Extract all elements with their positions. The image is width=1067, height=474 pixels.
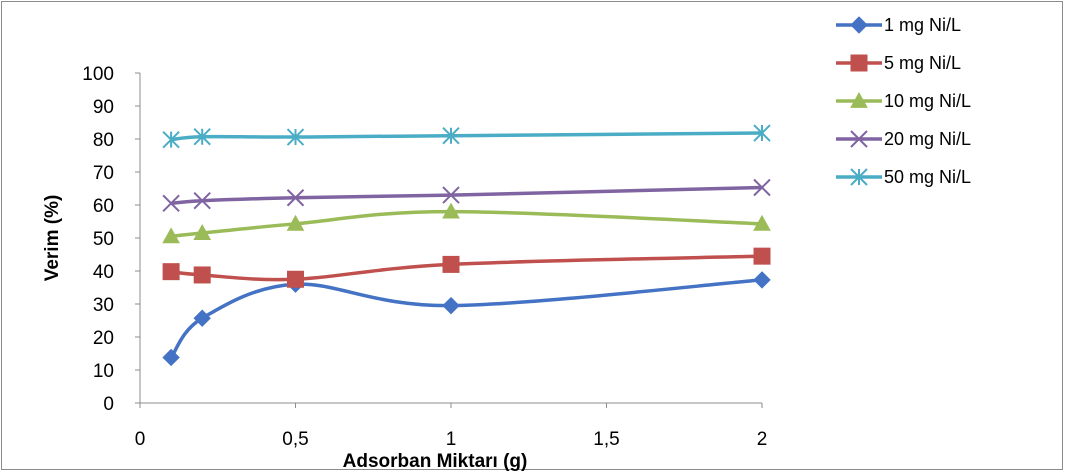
data-point xyxy=(753,178,771,197)
series-line xyxy=(170,185,763,206)
data-point xyxy=(286,128,305,146)
y-tick-label: 0 xyxy=(103,394,114,415)
legend-entry-label: 5 mg Ni/L xyxy=(884,53,961,73)
series-line xyxy=(169,278,763,359)
data-point xyxy=(287,270,304,288)
y-tick-label: 10 xyxy=(93,361,114,382)
data-point xyxy=(162,194,180,213)
data-point xyxy=(193,192,211,210)
data-point xyxy=(286,189,305,207)
y-tick-label: 90 xyxy=(93,97,114,118)
data-point xyxy=(162,227,180,244)
series-line xyxy=(170,254,763,282)
data-point xyxy=(753,271,771,289)
legend-marker xyxy=(850,130,868,148)
y-axis-title: Verim (%) xyxy=(42,195,63,282)
data-point xyxy=(162,263,180,281)
data-point xyxy=(162,130,180,149)
data-point xyxy=(162,348,180,367)
x-tick-label: 1 xyxy=(446,429,457,450)
y-tick-label: 40 xyxy=(93,262,114,283)
data-point xyxy=(193,266,211,284)
data-point xyxy=(753,247,771,265)
data-point xyxy=(193,309,211,327)
y-tick-label: 30 xyxy=(93,295,114,316)
legend-marker xyxy=(850,16,868,34)
data-point xyxy=(193,127,211,146)
legend-marker xyxy=(850,91,868,108)
legend-entry-label: 50 mg Ni/L xyxy=(884,167,971,187)
x-tick-label: 1,5 xyxy=(593,429,619,450)
x-tick-label: 0,5 xyxy=(282,429,308,450)
data-point xyxy=(286,214,305,231)
y-tick-label: 20 xyxy=(93,328,114,349)
series-line xyxy=(170,209,763,239)
data-point xyxy=(442,202,460,219)
data-point xyxy=(442,186,460,204)
legend-marker xyxy=(850,54,868,72)
y-tick-label: 70 xyxy=(93,163,114,184)
series-line xyxy=(170,131,763,142)
x-tick-label: 0 xyxy=(135,429,146,450)
y-tick-label: 60 xyxy=(93,196,114,217)
data-point xyxy=(442,126,460,145)
y-tick-label: 50 xyxy=(93,229,114,250)
data-point xyxy=(442,255,460,273)
data-point xyxy=(753,214,771,231)
legend-entry-label: 1 mg Ni/L xyxy=(884,15,961,35)
y-tick-label: 80 xyxy=(93,130,114,151)
data-point xyxy=(442,296,460,315)
legend-marker xyxy=(850,168,868,186)
legend-entry-label: 20 mg Ni/L xyxy=(884,129,971,149)
data-point xyxy=(753,124,771,142)
y-tick-label: 100 xyxy=(82,64,114,85)
data-point xyxy=(193,224,212,240)
x-axis-title: Adsorban Miktarı (g) xyxy=(343,451,528,472)
x-tick-label: 2 xyxy=(757,429,768,450)
legend-entry-label: 10 mg Ni/L xyxy=(884,91,971,111)
